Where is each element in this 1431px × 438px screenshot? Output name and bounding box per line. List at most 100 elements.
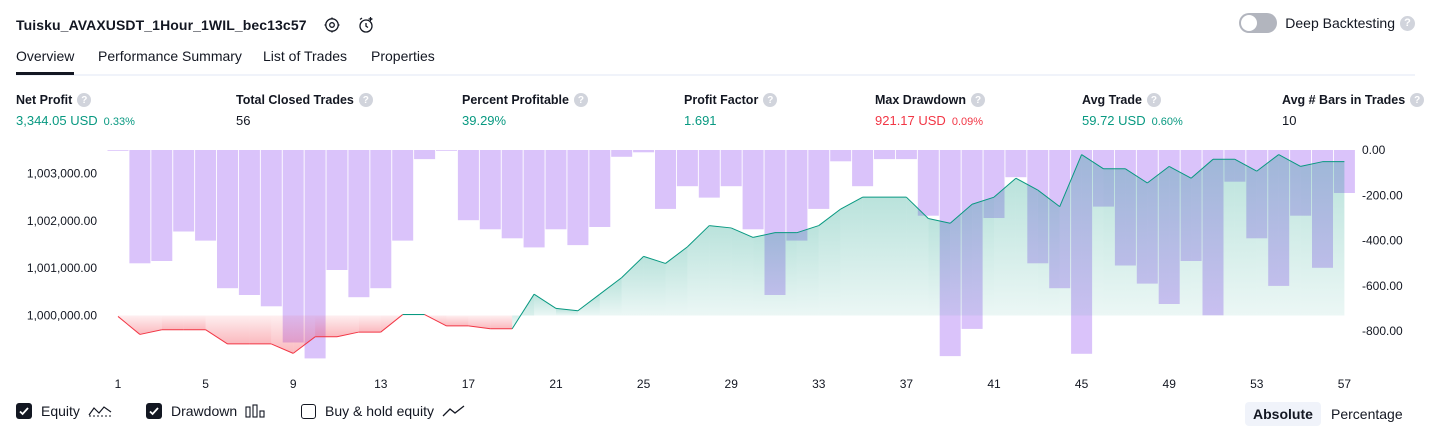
equity-line-segment — [1015, 177, 1039, 191]
metric-max-drawdown: Max Drawdown? 921.17 USD 0.09% — [875, 93, 985, 128]
drawdown-checkbox[interactable] — [146, 403, 162, 419]
equity-area-segment — [796, 225, 819, 316]
equity-area-segment — [599, 277, 622, 316]
tab-performance-summary[interactable]: Performance Summary — [98, 48, 242, 64]
equity-line-segment — [336, 331, 360, 338]
x-axis-tick: 9 — [290, 377, 297, 391]
drawdown-bar — [326, 150, 348, 270]
drawdown-bar — [633, 150, 655, 153]
equity-area-segment — [1278, 154, 1301, 316]
metric-value: 10 — [1282, 113, 1297, 128]
metric-percent: 0.60% — [1151, 116, 1183, 128]
metric-total-closed-trades: Total Closed Trades? 56 — [236, 93, 373, 128]
drawdown-bar — [457, 150, 479, 221]
help-icon[interactable]: ? — [358, 93, 373, 107]
drawdown-bar — [501, 150, 523, 239]
equity-line-segment — [424, 314, 447, 327]
equity-line-segment — [818, 208, 842, 226]
equity-drawdown-chart[interactable]: 1,003,000.00 1,002,000.00 1,001,000.00 1,00… — [0, 140, 1431, 395]
equity-area-segment — [972, 197, 994, 316]
right-axis-tick: -800.00 — [1362, 324, 1403, 338]
metric-label: Avg # Bars in Trades — [1282, 93, 1406, 107]
equity-area-segment — [818, 209, 841, 316]
equity-line-segment — [1059, 154, 1083, 207]
deep-backtesting-toggle[interactable] — [1239, 13, 1278, 33]
equity-area-segment — [687, 225, 710, 316]
x-axis-tick: 1 — [115, 377, 122, 391]
equity-line-segment — [1256, 154, 1280, 172]
equity-line-segment — [271, 343, 294, 354]
equity-area-segment — [621, 256, 644, 316]
drawdown-bar — [895, 150, 917, 160]
percentage-toggle[interactable]: Percentage — [1331, 406, 1403, 422]
equity-line-segment — [1190, 158, 1214, 179]
equity-area-segment — [1037, 190, 1060, 316]
equity-area-segment — [1234, 159, 1257, 316]
equity-area-segment — [1103, 168, 1126, 316]
legend-drawdown[interactable]: Drawdown — [146, 403, 267, 419]
metric-label: Total Closed Trades — [236, 93, 354, 107]
metric-label: Net Profit — [16, 93, 73, 107]
legend-buy-hold[interactable]: Buy & hold equity — [301, 403, 466, 419]
equity-line-icon — [88, 404, 112, 418]
equity-line-segment — [906, 196, 929, 219]
drawdown-bar — [479, 150, 501, 230]
buy-hold-checkbox[interactable] — [301, 403, 316, 419]
x-axis-tick: 57 — [1338, 377, 1352, 391]
help-icon[interactable]: ? — [1410, 93, 1425, 107]
x-axis-tick: 29 — [725, 377, 739, 391]
strategy-name: Tuisku_AVAXUSDT_1Hour_1WIL_bec13c57 — [16, 17, 307, 33]
equity-area-segment — [468, 315, 491, 329]
add-alert-icon[interactable] — [357, 16, 375, 34]
drawdown-bar — [129, 150, 151, 264]
drawdown-bar — [720, 150, 742, 187]
equity-line-segment — [971, 196, 995, 205]
left-axis-tick: 1,002,000.00 — [27, 214, 97, 228]
equity-area-segment — [950, 204, 973, 316]
equity-area-segment — [293, 315, 316, 354]
metric-label: Avg Trade — [1082, 93, 1142, 107]
x-axis-tick: 49 — [1163, 377, 1177, 391]
help-icon[interactable]: ? — [971, 93, 985, 107]
metric-net-profit: Net Profit? 3,344.05 USD 0.33% — [16, 93, 135, 128]
tab-list-of-trades[interactable]: List of Trades — [263, 48, 348, 64]
drawdown-bar — [1005, 150, 1027, 178]
equity-area-segment — [249, 315, 272, 344]
equity-checkbox[interactable] — [16, 403, 32, 419]
drawdown-bar — [304, 150, 326, 359]
equity-area-segment — [1256, 154, 1279, 316]
settings-icon[interactable] — [323, 16, 341, 34]
equity-line-segment — [1037, 189, 1061, 208]
help-icon[interactable]: ? — [1146, 93, 1161, 107]
drawdown-bar — [567, 150, 589, 246]
absolute-toggle[interactable]: Absolute — [1245, 402, 1321, 426]
legend-equity[interactable]: Equity — [16, 403, 112, 419]
equity-area-segment — [315, 315, 337, 337]
help-icon[interactable]: ? — [763, 93, 778, 107]
equity-area-segment — [709, 225, 732, 316]
drawdown-bar — [282, 150, 304, 343]
tab-properties[interactable]: Properties — [371, 48, 435, 64]
equity-area-segment — [906, 197, 929, 316]
equity-line-segment — [796, 225, 819, 234]
help-icon[interactable]: ? — [1400, 15, 1415, 31]
left-axis-tick: 1,000,000.00 — [27, 309, 97, 323]
metric-percent-profitable: Percent Profitable? 39.29% — [462, 93, 588, 128]
help-icon[interactable]: ? — [573, 93, 588, 107]
tab-overview[interactable]: Overview — [16, 48, 75, 75]
equity-area-segment — [665, 246, 688, 316]
x-axis-tick: 41 — [987, 377, 1001, 391]
equity-area-segment — [775, 232, 797, 316]
equity-area-segment — [337, 315, 359, 337]
metric-percent: 0.33% — [103, 116, 135, 128]
drawdown-bar — [392, 150, 414, 241]
right-axis-tick: -600.00 — [1362, 279, 1403, 293]
drawdown-bar — [151, 150, 173, 261]
equity-area-segment — [1125, 168, 1148, 316]
equity-line-segment — [468, 325, 491, 330]
metric-avg-trade: Avg Trade? 59.72 USD 0.60% — [1082, 93, 1183, 128]
equity-line-segment — [205, 329, 228, 345]
drawdown-bar — [589, 150, 611, 227]
help-icon[interactable]: ? — [77, 93, 92, 107]
equity-line-segment — [665, 246, 688, 264]
